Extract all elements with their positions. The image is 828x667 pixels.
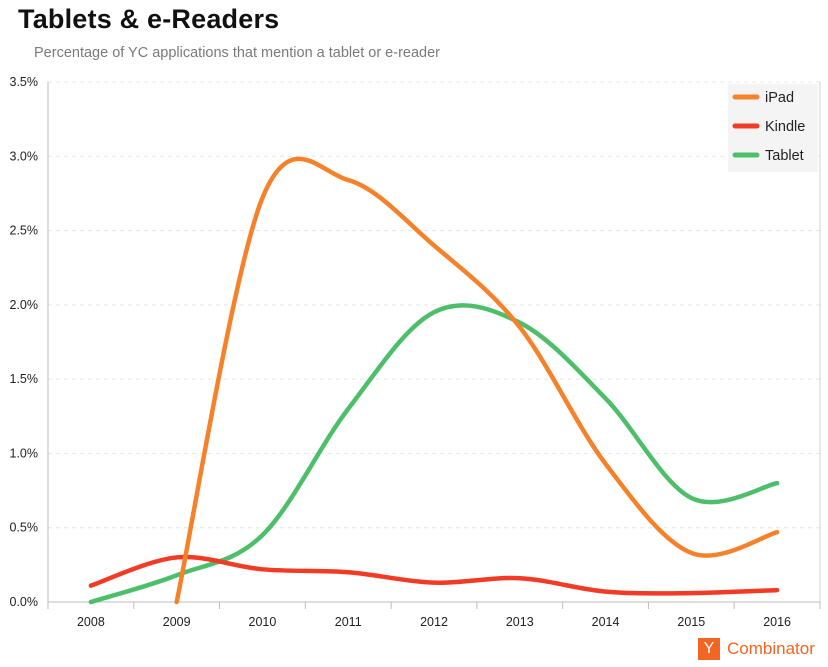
x-tick-label: 2012 <box>420 615 448 629</box>
x-tick-label: 2014 <box>592 615 620 629</box>
x-axis: 2008 2009 2010 2011 2012 2013 2014 2015 2016 <box>47 602 821 629</box>
y-tick-label: 2.5% <box>10 224 39 238</box>
x-tick-label: 2010 <box>249 615 277 629</box>
chart-title: Tablets & e-Readers <box>18 4 280 34</box>
yc-logo-text: Combinator <box>727 639 815 658</box>
x-tick-label: 2008 <box>77 615 105 629</box>
series-line-ipad <box>174 156 780 605</box>
y-tick-label: 1.0% <box>10 446 39 460</box>
legend-label: iPad <box>765 90 794 106</box>
y-grid <box>48 81 820 529</box>
y-tick-label: 1.5% <box>10 372 39 386</box>
x-tick-label: 2009 <box>163 615 191 629</box>
x-tick-label: 2015 <box>677 615 705 629</box>
legend: iPad Kindle Tablet <box>728 84 818 172</box>
y-tick-label: 2.0% <box>10 298 39 312</box>
x-tick-label: 2013 <box>506 615 534 629</box>
legend-label: Kindle <box>765 119 805 135</box>
x-tick-label: 2016 <box>763 615 791 629</box>
yc-logo: Y Combinator <box>698 636 815 662</box>
plot-area <box>88 156 780 605</box>
y-tick-label: 0.5% <box>10 521 39 535</box>
y-tick-label: 3.5% <box>10 75 39 89</box>
y-tick-label: 3.0% <box>10 149 39 163</box>
chart-subtitle: Percentage of YC applications that menti… <box>34 45 440 61</box>
x-tick-label: 2011 <box>335 615 362 629</box>
yc-logo-mark: Y <box>698 638 720 660</box>
y-axis: 0.0% 0.5% 1.0% 1.5% 2.0% 2.5% 3.0% 3.5% <box>10 75 821 609</box>
legend-label: Tablet <box>765 148 804 164</box>
series-line-tablet <box>88 303 780 605</box>
y-tick-label: 0.0% <box>10 595 39 609</box>
series-line-kindle <box>88 554 780 596</box>
